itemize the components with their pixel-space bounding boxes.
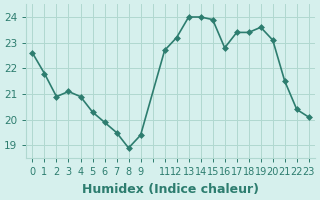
X-axis label: Humidex (Indice chaleur): Humidex (Indice chaleur) [82,183,259,196]
